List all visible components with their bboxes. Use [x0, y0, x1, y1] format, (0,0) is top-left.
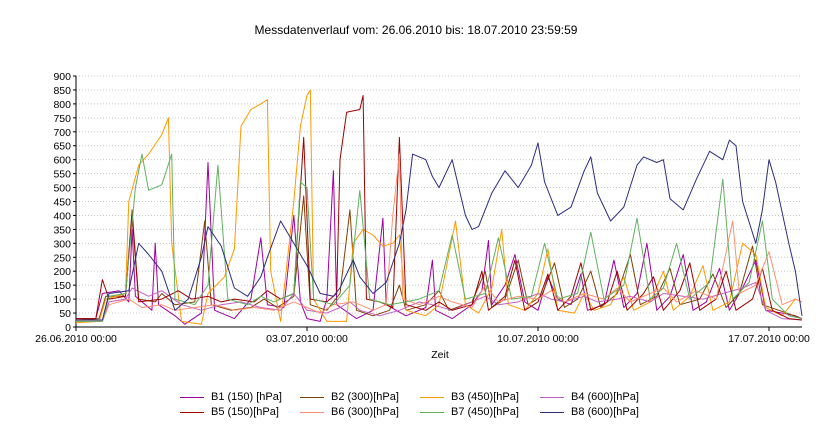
y-tick-label: 600 [53, 155, 71, 167]
gridlines [76, 75, 802, 314]
legend-item-b8: B8 (600)[hPa] [540, 405, 660, 419]
series-line-b7 [76, 153, 803, 322]
legend-label: B7 (450)[hPa] [451, 406, 519, 418]
legend-swatch [420, 411, 444, 413]
y-tick-label: 300 [53, 238, 71, 250]
legend-item-b4: B4 (600)[hPa] [540, 390, 660, 404]
legend-swatch [180, 411, 204, 413]
legend-label: B2 (300)[hPa] [331, 391, 399, 403]
legend-item-b6: B6 (300)[hPa] [300, 405, 420, 419]
legend-swatch [300, 396, 324, 398]
x-tick-label: 26.06.2010 00:00 [35, 333, 117, 345]
y-tick-label: 550 [53, 169, 71, 181]
y-tick-label: 250 [53, 252, 71, 264]
legend-item-b3: B3 (450)[hPa] [420, 390, 540, 404]
y-tick-label: 350 [53, 224, 71, 236]
legend-swatch [180, 396, 204, 398]
legend-item-b5: B5 (150)[hPa] [180, 405, 300, 419]
x-tick-label: 10.07.2010 00:00 [497, 333, 579, 345]
y-tick-label: 400 [53, 210, 71, 222]
legend-swatch [420, 396, 444, 398]
series-line-b5 [76, 95, 803, 321]
y-tick-label: 650 [53, 141, 71, 153]
y-tick-label: 100 [53, 294, 71, 306]
chart-title: Messdatenverlauf vom: 26.06.2010 bis: 18… [254, 23, 578, 37]
axes [73, 75, 802, 331]
y-tick-label: 450 [53, 197, 71, 209]
legend-item-b7: B7 (450)[hPa] [420, 405, 540, 419]
legend-label: B6 (300)[hPa] [331, 406, 399, 418]
legend-label: B5 (150)[hPa] [211, 406, 279, 418]
legend-label: B1 (150) [hPa] [211, 391, 282, 403]
y-tick-label: 500 [53, 183, 71, 195]
series-line-b8 [76, 139, 803, 321]
y-tick-label: 200 [53, 266, 71, 278]
y-tick-label: 850 [53, 85, 71, 97]
legend-label: B8 (600)[hPa] [571, 406, 639, 418]
x-tick-label: 03.07.2010 00:00 [266, 333, 348, 345]
legend-item-b2: B2 (300)[hPa] [300, 390, 420, 404]
y-tick-label: 50 [59, 308, 71, 320]
x-tick-label: 17.07.2010 00:00 [728, 333, 810, 345]
legend-label: B4 (600)[hPa] [571, 391, 639, 403]
legend-swatch [300, 411, 324, 413]
series-line-b3 [75, 89, 803, 325]
y-tick-label: 750 [53, 113, 71, 125]
series-line-b6 [76, 153, 803, 322]
y-tick-label: 150 [53, 280, 71, 292]
series-lines [75, 89, 803, 325]
x-axis-label: Zeit [431, 349, 449, 361]
legend-label: B3 (450)[hPa] [451, 391, 519, 403]
legend: B1 (150) [hPa] B2 (300)[hPa] B3 (450)[hPa]… [180, 390, 660, 419]
legend-swatch [540, 396, 564, 398]
legend-item-b1: B1 (150) [hPa] [180, 390, 300, 404]
y-tick-label: 700 [53, 127, 71, 139]
y-tick-label: 0 [65, 322, 71, 334]
legend-swatch [540, 411, 564, 413]
y-tick-label: 800 [53, 99, 71, 111]
y-tick-label: 900 [53, 71, 71, 83]
